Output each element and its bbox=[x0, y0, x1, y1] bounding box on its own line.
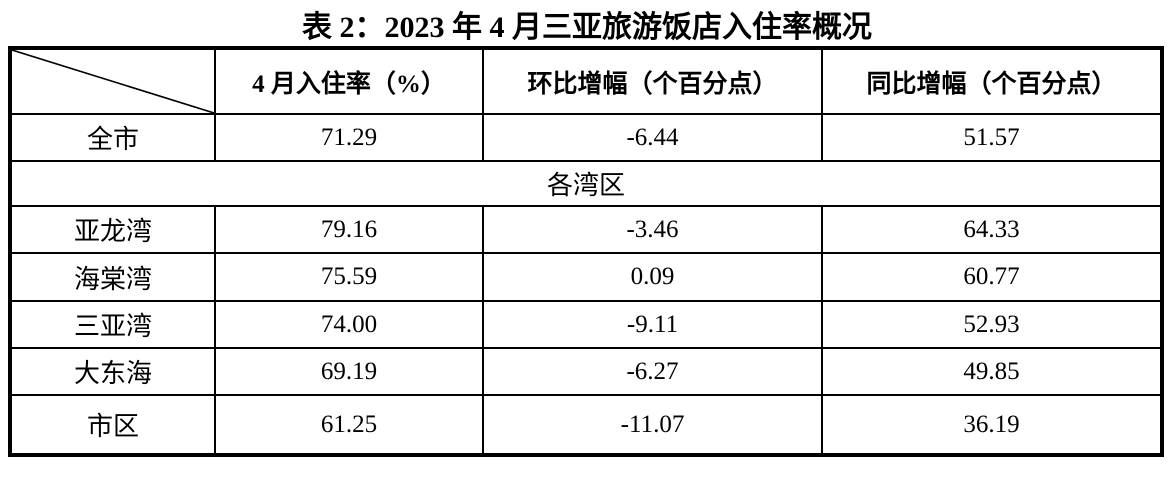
cell-yoy-change: 36.19 bbox=[821, 394, 1163, 456]
cell-april-rate: 79.16 bbox=[214, 205, 484, 254]
cell-mom-change: 0.09 bbox=[482, 252, 823, 302]
cell-april-rate: 69.19 bbox=[214, 347, 484, 396]
cell-yoy-change: 64.33 bbox=[821, 205, 1163, 254]
section-header-label: 各湾区 bbox=[9, 160, 1163, 207]
cell-yoy-change: 52.93 bbox=[821, 300, 1163, 349]
table-row-citywide: 全市 71.29 -6.44 51.57 bbox=[9, 113, 1163, 162]
cell-mom-change: -9.11 bbox=[482, 300, 823, 349]
table-row-dadonghai: 大东海 69.19 -6.27 49.85 bbox=[9, 347, 1163, 396]
cell-yoy-change: 51.57 bbox=[821, 113, 1163, 162]
cell-yoy-change: 60.77 bbox=[821, 252, 1163, 302]
table-row-haitangwan: 海棠湾 75.59 0.09 60.77 bbox=[9, 252, 1163, 302]
row-label: 亚龙湾 bbox=[9, 205, 216, 254]
cell-april-rate: 75.59 bbox=[214, 252, 484, 302]
table-row-yalongwan: 亚龙湾 79.16 -3.46 64.33 bbox=[9, 205, 1163, 254]
cell-yoy-change: 49.85 bbox=[821, 347, 1163, 396]
row-label: 市区 bbox=[9, 394, 216, 456]
cell-april-rate: 74.00 bbox=[214, 300, 484, 349]
column-header-mom-change: 环比增幅（个百分点） bbox=[482, 47, 823, 115]
row-label: 海棠湾 bbox=[9, 252, 216, 302]
occupancy-table: 4 月入住率（%） 环比增幅（个百分点） 同比增幅（个百分点） 全市 71.29… bbox=[8, 46, 1164, 457]
cell-mom-change: -3.46 bbox=[482, 205, 823, 254]
table-row-sanyawan: 三亚湾 74.00 -9.11 52.93 bbox=[9, 300, 1163, 349]
column-header-april-rate: 4 月入住率（%） bbox=[214, 47, 484, 115]
section-row-bays: 各湾区 bbox=[9, 160, 1163, 207]
diagonal-line bbox=[12, 50, 214, 113]
cell-april-rate: 71.29 bbox=[214, 113, 484, 162]
cell-mom-change: -11.07 bbox=[482, 394, 823, 456]
header-row: 4 月入住率（%） 环比增幅（个百分点） 同比增幅（个百分点） bbox=[9, 47, 1163, 115]
cell-mom-change: -6.44 bbox=[482, 113, 823, 162]
column-header-yoy-change: 同比增幅（个百分点） bbox=[821, 47, 1163, 115]
row-label: 全市 bbox=[9, 113, 216, 162]
corner-cell bbox=[9, 47, 216, 115]
row-label: 三亚湾 bbox=[9, 300, 216, 349]
table-row-shiqu: 市区 61.25 -11.07 36.19 bbox=[9, 394, 1163, 456]
cell-april-rate: 61.25 bbox=[214, 394, 484, 456]
table-title: 表 2：2023 年 4 月三亚旅游饭店入住率概况 bbox=[302, 11, 872, 44]
cell-mom-change: -6.27 bbox=[482, 347, 823, 396]
row-label: 大东海 bbox=[9, 347, 216, 396]
